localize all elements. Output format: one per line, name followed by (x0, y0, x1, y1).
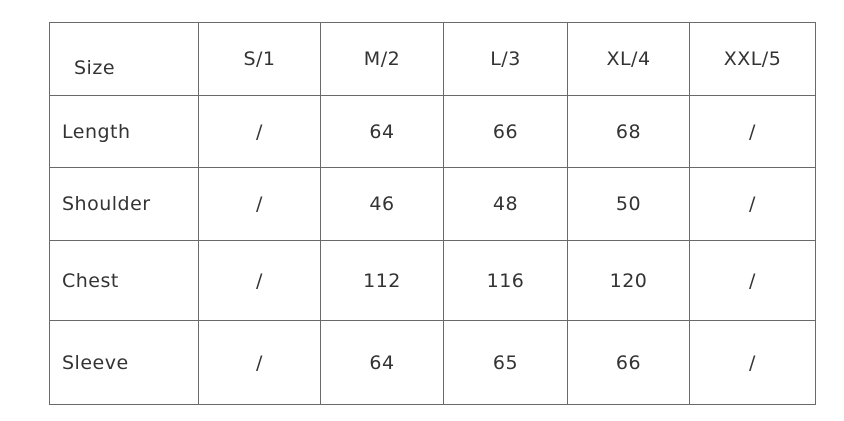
table-cell: / (689, 167, 816, 241)
table-cell: 116 (443, 240, 568, 321)
table-cell: 112 (320, 240, 444, 321)
table-cell: 66 (567, 320, 690, 405)
table-row: Shoulder/46 48 50/ (49, 167, 816, 241)
column-header: L/3 (443, 22, 568, 96)
table-row: Sleeve/64 65 66/ (49, 320, 816, 405)
table-cell: / (689, 95, 816, 168)
column-header: Size (49, 22, 199, 96)
table-cell: / (198, 95, 321, 168)
table-cell: / (198, 240, 321, 321)
table-row: Chest/112 116 120/ (49, 240, 816, 321)
size-chart-table: Size S/1 M/2 L/3 XL/4 XXL/5 Length/64 66 68/Shou… (49, 22, 816, 405)
table-cell: 65 (443, 320, 568, 405)
table-cell: / (198, 320, 321, 405)
table-cell: 66 (443, 95, 568, 168)
table-cell: / (689, 320, 816, 405)
table-cell: / (198, 167, 321, 241)
table-row: Length/64 66 68/ (49, 95, 816, 168)
row-label: Shoulder (49, 167, 199, 241)
column-header: S/1 (198, 22, 321, 96)
header-row: Size S/1 M/2 L/3 XL/4 XXL/5 (49, 22, 816, 96)
table-cell: 46 (320, 167, 444, 241)
column-header: XL/4 (567, 22, 690, 96)
table-cell: 64 (320, 95, 444, 168)
row-label: Chest (49, 240, 199, 321)
table-cell: 68 (567, 95, 690, 168)
table-cell: / (689, 240, 816, 321)
row-label: Length (49, 95, 199, 168)
table-cell: 50 (567, 167, 690, 241)
column-header: XXL/5 (689, 22, 816, 96)
row-label: Sleeve (49, 320, 199, 405)
table-cell: 64 (320, 320, 444, 405)
table-cell: 48 (443, 167, 568, 241)
table-cell: 120 (567, 240, 690, 321)
column-header: M/2 (320, 22, 444, 96)
